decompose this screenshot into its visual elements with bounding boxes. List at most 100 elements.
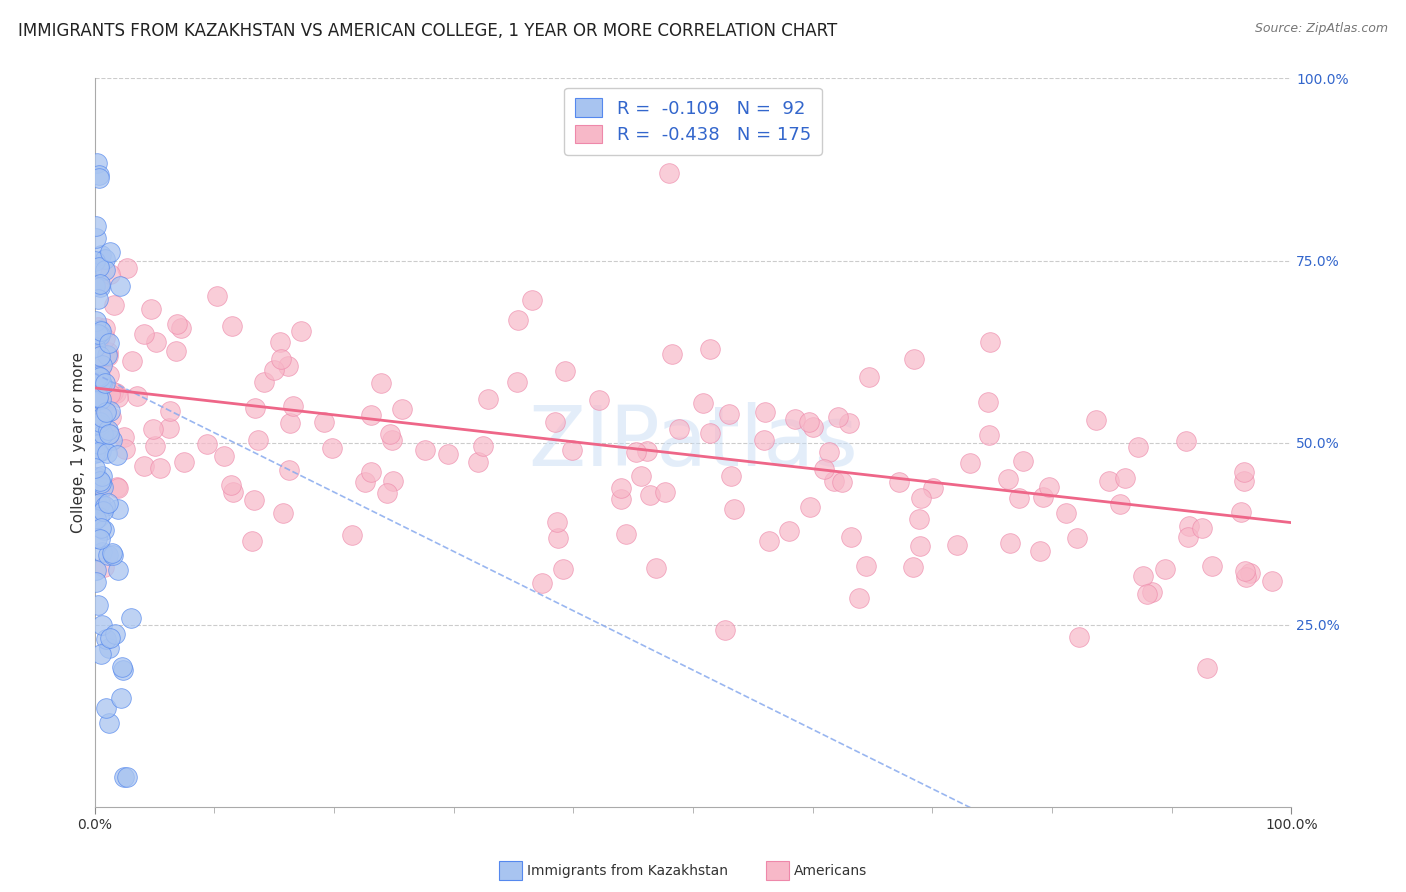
Point: [547, 532, 569, 546]
Text: ZIPatlas: ZIPatlas: [529, 402, 858, 483]
Point: [90, 410, 112, 425]
Point: [1136, 587, 1159, 601]
Point: [108, 279, 131, 293]
Point: [90, 521, 112, 535]
Point: [754, 405, 776, 419]
Point: [94, 252, 117, 267]
Point: [87, 391, 110, 405]
Point: [84, 461, 107, 475]
Text: Immigrants from Kazakhstan: Immigrants from Kazakhstan: [527, 863, 728, 878]
Point: [98, 267, 121, 281]
Point: [1233, 474, 1256, 488]
Point: [89, 369, 111, 384]
Point: [278, 463, 301, 477]
Point: [91, 392, 114, 407]
Point: [97, 349, 120, 363]
Point: [661, 346, 683, 360]
Point: [848, 591, 870, 606]
Point: [609, 492, 631, 507]
Point: [353, 475, 375, 490]
Point: [104, 627, 127, 641]
Point: [87, 320, 110, 334]
Point: [87, 171, 110, 186]
Point: [1054, 506, 1077, 520]
Point: [342, 528, 364, 542]
Point: [799, 500, 821, 515]
Point: [165, 343, 187, 358]
Point: [370, 376, 392, 391]
Point: [270, 352, 292, 367]
Point: [1232, 465, 1254, 479]
Point: [89, 493, 111, 508]
Point: [375, 486, 398, 500]
Point: [506, 313, 529, 327]
Point: [561, 443, 583, 458]
Point: [922, 481, 945, 495]
Point: [166, 317, 188, 331]
Point: [546, 516, 568, 530]
Point: [717, 407, 740, 421]
Point: [90, 375, 112, 389]
Point: [195, 437, 218, 451]
Point: [94, 376, 117, 390]
Point: [1201, 559, 1223, 574]
Point: [1038, 480, 1060, 494]
Point: [1191, 521, 1213, 535]
Point: [98, 387, 121, 401]
Point: [104, 385, 127, 400]
Point: [855, 559, 877, 574]
Point: [817, 444, 839, 458]
Point: [242, 492, 264, 507]
Point: [91, 427, 114, 442]
Point: [98, 245, 121, 260]
Point: [1012, 454, 1035, 468]
Point: [588, 392, 610, 407]
Point: [84, 340, 107, 354]
Point: [87, 392, 110, 406]
Point: [273, 506, 295, 520]
Point: [312, 415, 335, 429]
Point: [207, 289, 229, 303]
Point: [90, 248, 112, 262]
Point: [100, 409, 122, 424]
Point: [87, 598, 110, 612]
Point: [959, 456, 981, 470]
Point: [94, 263, 117, 277]
Point: [84, 511, 107, 525]
Point: [276, 359, 298, 373]
Point: [89, 349, 111, 363]
Point: [89, 474, 111, 488]
Point: [645, 561, 668, 575]
Point: [89, 647, 111, 661]
Point: [89, 495, 111, 509]
Point: [247, 433, 270, 447]
Point: [1177, 530, 1199, 544]
Point: [1233, 564, 1256, 578]
Point: [360, 465, 382, 479]
Point: [89, 280, 111, 294]
Point: [1098, 474, 1121, 488]
Point: [103, 385, 125, 400]
Point: [240, 533, 263, 548]
Text: Source: ZipAtlas.com: Source: ZipAtlas.com: [1254, 22, 1388, 36]
Point: [90, 469, 112, 483]
Point: [87, 483, 110, 498]
Point: [979, 335, 1001, 350]
Point: [86, 531, 108, 545]
Point: [86, 470, 108, 484]
Point: [115, 771, 138, 785]
Point: [1234, 570, 1257, 584]
Point: [946, 538, 969, 552]
Point: [139, 301, 162, 316]
Point: [101, 546, 124, 560]
Point: [107, 563, 129, 577]
Point: [94, 331, 117, 345]
Point: [221, 318, 243, 333]
Point: [86, 426, 108, 441]
Point: [391, 401, 413, 416]
Point: [89, 399, 111, 413]
Point: [636, 444, 658, 458]
Point: [838, 416, 860, 430]
Point: [97, 344, 120, 359]
Point: [692, 395, 714, 409]
